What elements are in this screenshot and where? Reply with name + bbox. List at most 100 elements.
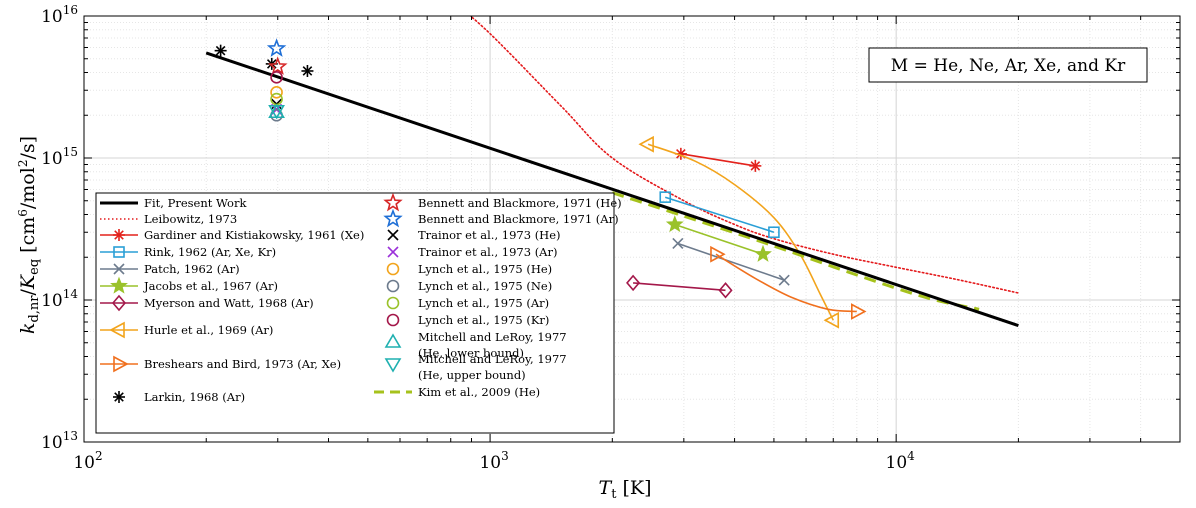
legend-marker <box>386 296 400 310</box>
legend-marker <box>383 208 403 228</box>
x-tick-label: 103 <box>479 449 508 473</box>
y-axis-title: kd,nr/Keq [cm6/mol2/s] <box>16 136 42 334</box>
legend-entry: Lynch et al., 1975 (Kr) <box>386 313 549 327</box>
data-point <box>768 226 780 239</box>
data-point <box>665 215 684 233</box>
x-stroke <box>778 274 790 286</box>
x-stroke <box>672 237 684 250</box>
y-tick-label: 1015 <box>41 145 78 169</box>
legend: Fit, Present Work Leibowitz, 1973 Gardiner… <box>95 192 622 434</box>
series-0 <box>205 51 1019 328</box>
x-axis-title: Tt [K] <box>599 477 652 502</box>
asterisk-stroke <box>750 161 761 171</box>
legend-label: Gardiner and Kistiakowsky, 1961 (Xe) <box>144 228 364 242</box>
data-point <box>270 71 283 84</box>
series-line <box>677 242 785 281</box>
legend-marker <box>386 262 400 276</box>
tick-labels: 102 103 104 1013 1014 1015 1016 <box>41 3 915 473</box>
legend-entry: Hurle et al., 1969 (Ar) <box>100 321 273 339</box>
x-tick-label: 102 <box>73 449 102 473</box>
series-6 <box>626 274 733 299</box>
legend-box <box>95 192 615 434</box>
data-point <box>267 56 288 75</box>
legend-entry: Patch, 1962 (Ar) <box>100 262 240 276</box>
asterisk-stroke <box>302 66 313 76</box>
legend-entry: Lynch et al., 1975 (Ne) <box>386 279 552 293</box>
legend-label: Bennett and Blackmore, 1971 (He) <box>418 196 622 210</box>
x-stroke <box>387 229 399 241</box>
series-3 <box>659 191 780 239</box>
axis-ticks <box>83 15 1181 443</box>
legend-label: Kim et al., 2009 (He) <box>418 385 540 399</box>
legend-entry: Breshears and Bird, 1973 (Ar, Xe) <box>100 355 341 373</box>
series-10 <box>267 56 288 75</box>
data-point <box>718 282 733 299</box>
series-line <box>664 196 775 233</box>
y-tick-label: 1016 <box>41 3 78 27</box>
legend-entry: Fit, Present Work <box>100 196 247 210</box>
data-point <box>672 237 684 250</box>
series-line <box>715 253 857 313</box>
legend-entry: Trainor et al., 1973 (He) <box>387 228 561 242</box>
series-line <box>205 51 1019 328</box>
x-tick-label: 104 <box>886 449 916 473</box>
asterisk-stroke <box>114 392 124 402</box>
data-point <box>214 44 227 57</box>
series-11 <box>266 38 287 57</box>
legend-entry: Kim et al., 2009 (He) <box>374 385 540 399</box>
legend-label: Jacobs et al., 1967 (Ar) <box>143 279 278 293</box>
legend-entry: Lynch et al., 1975 (Ar) <box>386 296 549 310</box>
legend-label: Breshears and Bird, 1973 (Ar, Xe) <box>144 357 341 371</box>
legend-marker <box>113 263 125 275</box>
legend-label: Mitchell and LeRoy, 1977 <box>418 352 567 366</box>
legend-label: Larkin, 1968 (Ar) <box>144 390 245 404</box>
legend-label: Trainor et al., 1973 (He) <box>418 228 561 242</box>
legend-marker <box>386 313 400 327</box>
asterisk-stroke <box>215 45 226 56</box>
annotation-text: M = He, Ne, Ar, Xe, and Kr <box>891 56 1126 76</box>
legend-label: Lynch et al., 1975 (Ar) <box>418 296 549 310</box>
legend-marker <box>110 276 128 294</box>
data-point <box>268 104 285 120</box>
series-14 <box>270 86 283 99</box>
legend-label: Rink, 1962 (Ar, Xe, Kr) <box>144 245 276 259</box>
series-7 <box>638 135 840 329</box>
plot-area <box>205 16 1020 329</box>
data-point <box>626 274 641 292</box>
legend-label: Lynch et al., 1975 (Kr) <box>418 313 549 327</box>
series-line <box>611 191 980 311</box>
legend-marker <box>113 246 125 258</box>
legend-entry: Trainor et al., 1973 (Ar) <box>387 245 557 259</box>
annotation-box: M = He, Ne, Ar, Xe, and Kr <box>868 47 1148 83</box>
y-tick-label: 1014 <box>41 287 78 311</box>
legend-entry: Larkin, 1968 (Ar) <box>113 390 245 404</box>
legend-label: Mitchell and LeRoy, 1977 <box>418 330 567 344</box>
legend-label: Myerson and Watt, 1968 (Ar) <box>144 296 314 310</box>
axes-frame <box>83 15 1181 443</box>
legend-label: Fit, Present Work <box>144 196 247 210</box>
legend-label: Hurle et al., 1969 (Ar) <box>144 323 273 337</box>
asterisk-stroke <box>676 149 686 159</box>
series-19 <box>268 104 285 120</box>
legend-entry: Mitchell and LeRoy, 1977 (He, lower bound… <box>384 330 567 360</box>
x-stroke <box>113 263 125 275</box>
data-point <box>710 245 726 263</box>
legend-marker <box>384 358 402 373</box>
legend-label: Lynch et al., 1975 (He) <box>418 262 552 276</box>
data-point <box>301 64 314 77</box>
legend-entry: Rink, 1962 (Ar, Xe, Kr) <box>100 245 276 259</box>
legend-entry: Mitchell and LeRoy, 1977 (He, upper bound… <box>384 352 567 382</box>
series-line <box>674 223 764 255</box>
y-tick-label: 1013 <box>41 429 78 453</box>
data-point <box>823 311 840 329</box>
legend-marker <box>111 294 127 312</box>
data-point <box>851 303 867 320</box>
series-line <box>633 282 726 292</box>
data-point <box>270 86 283 99</box>
series-line <box>469 16 1020 294</box>
series-line <box>647 143 835 321</box>
data-point <box>638 135 654 153</box>
series-5 <box>665 215 772 262</box>
legend-label: Trainor et al., 1973 (Ar) <box>418 245 557 259</box>
asterisk-stroke <box>114 230 124 240</box>
